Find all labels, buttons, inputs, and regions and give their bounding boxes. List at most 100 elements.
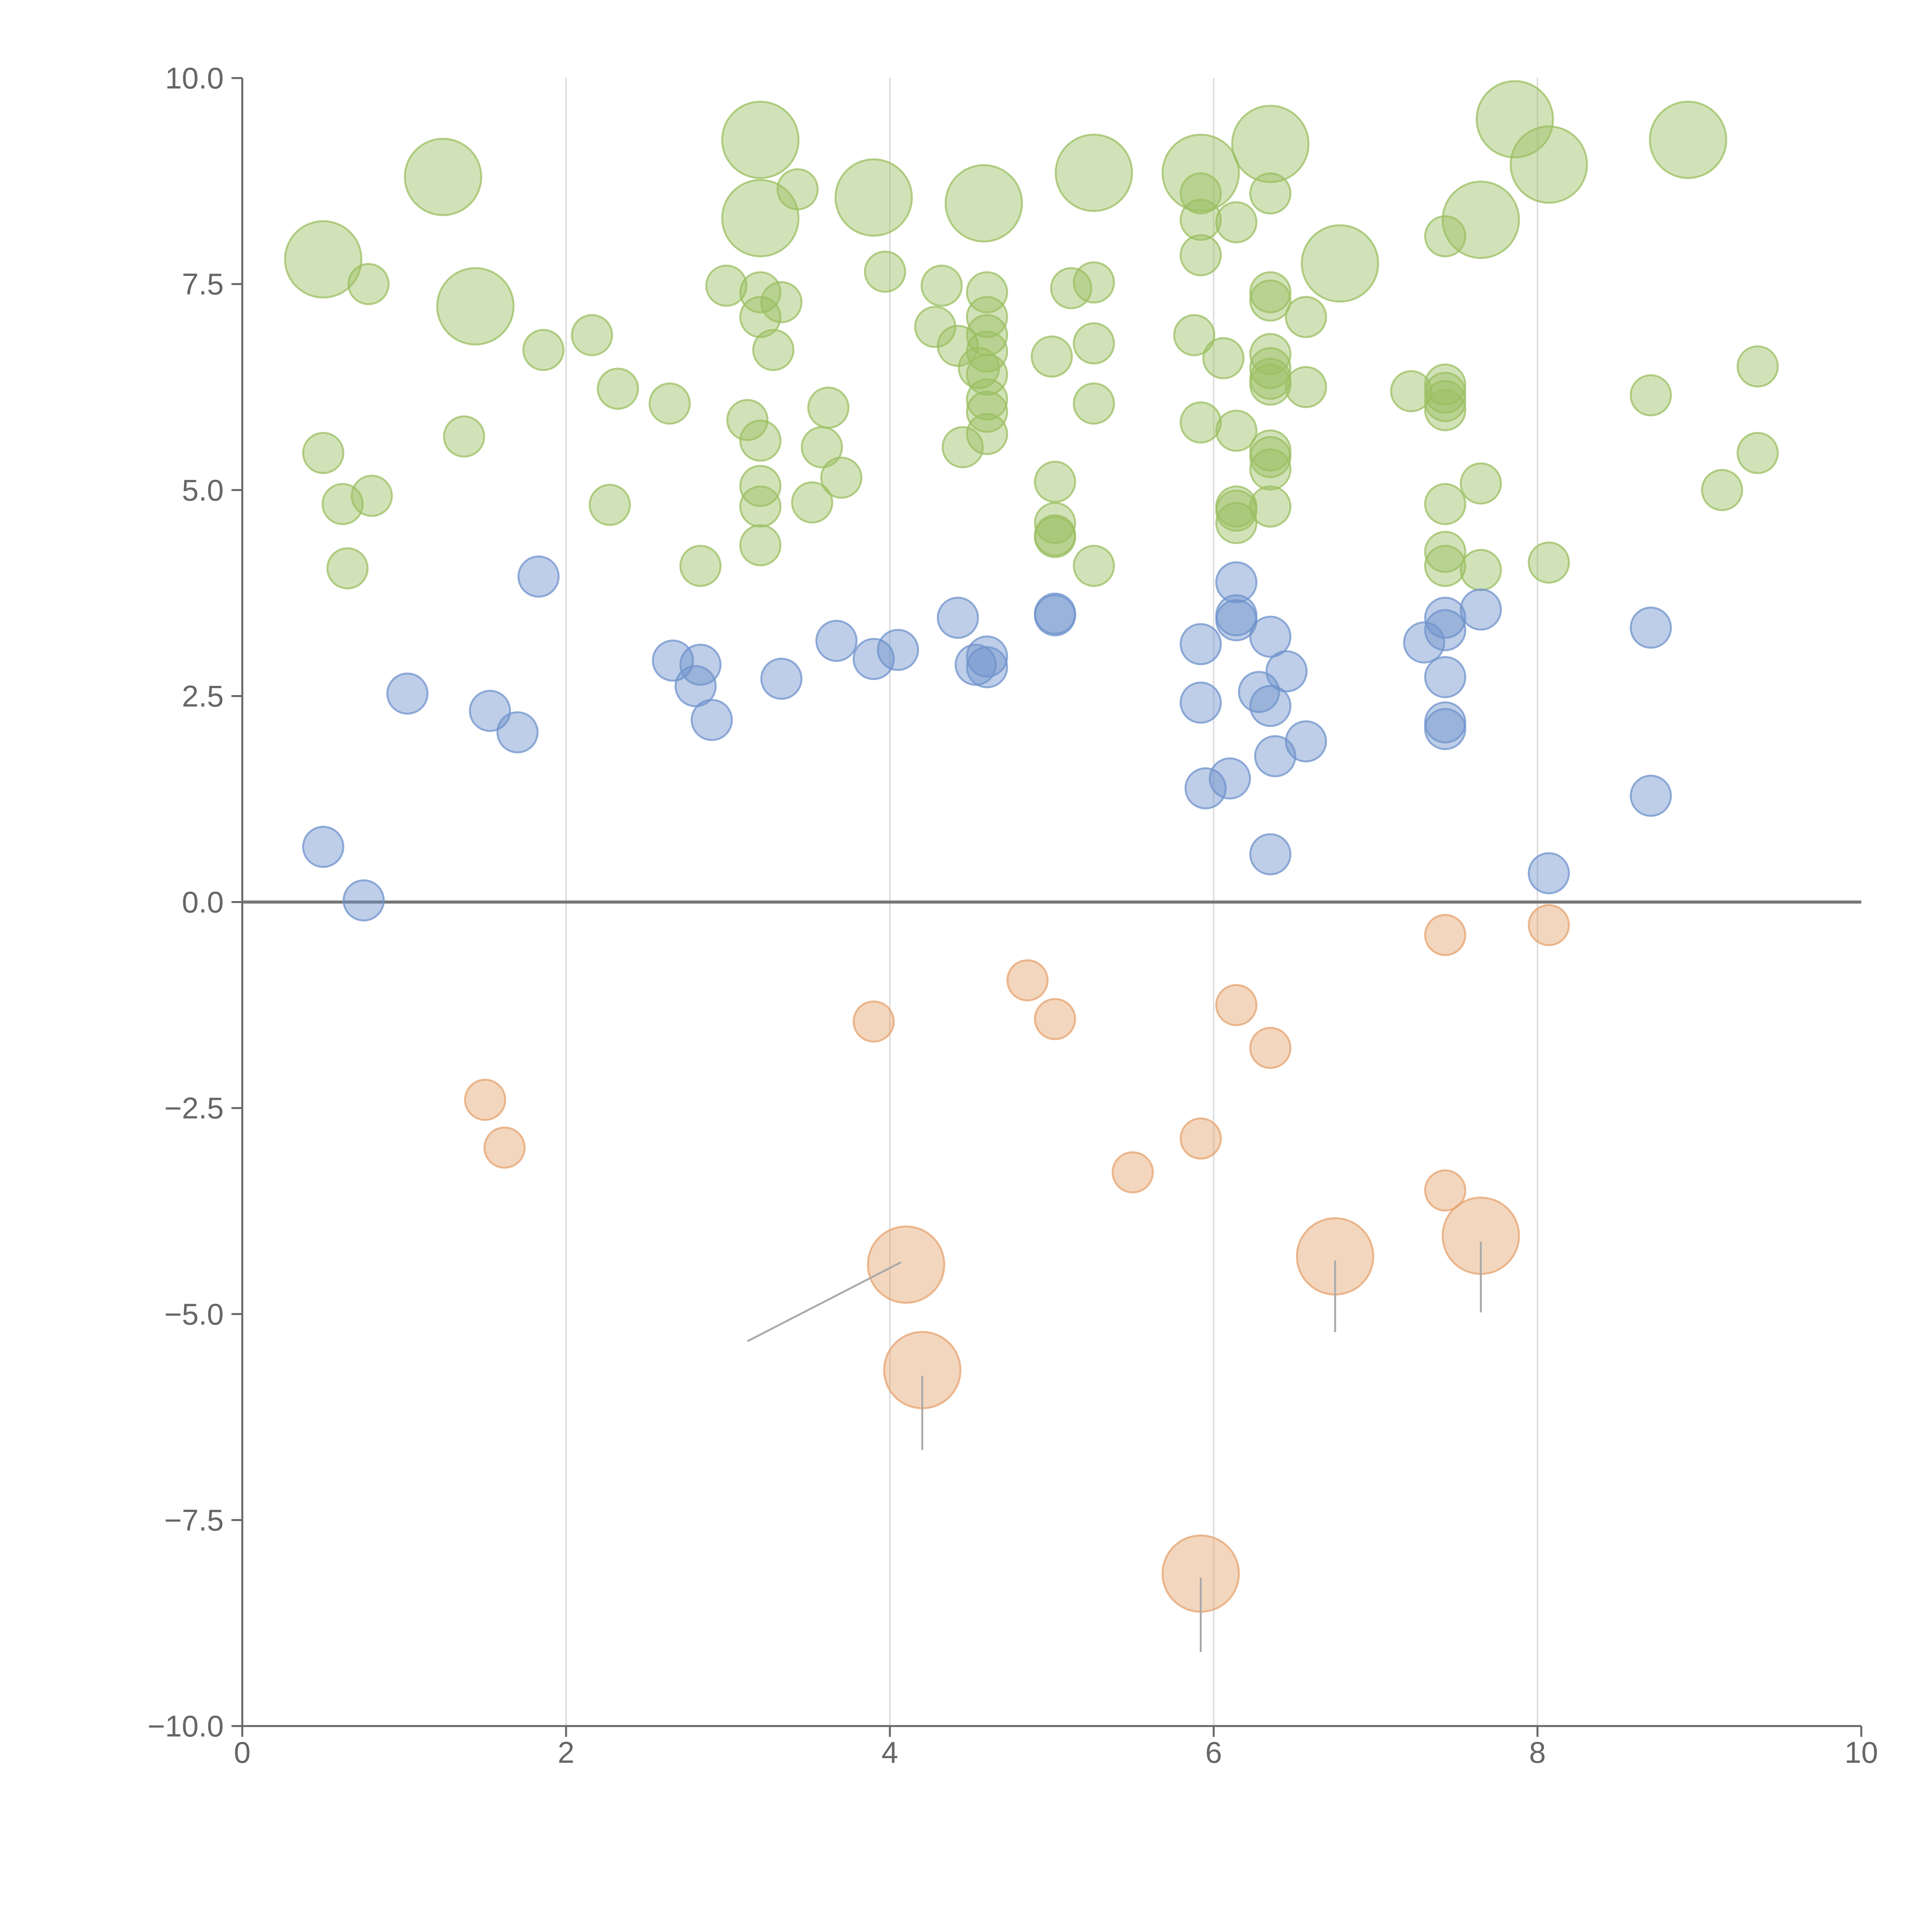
point-green — [1424, 544, 1466, 587]
point-green — [588, 484, 631, 526]
point-green — [914, 306, 956, 348]
point-blue — [1629, 774, 1672, 817]
point-green — [1459, 549, 1502, 591]
point-blue — [690, 699, 733, 741]
y-tick-label: 7.5 — [182, 267, 224, 301]
point-green — [1179, 401, 1222, 444]
point-green — [1215, 201, 1258, 243]
point-green — [1249, 279, 1292, 322]
point-green — [1073, 261, 1115, 304]
point-blue — [674, 665, 717, 707]
point-green — [791, 481, 833, 524]
point-blue — [1285, 720, 1327, 763]
point-green — [1179, 199, 1222, 241]
point-blue — [496, 711, 539, 753]
point-green — [739, 296, 782, 338]
point-green — [966, 330, 1008, 373]
point-blue — [1254, 735, 1296, 777]
y-tick-label: −2.5 — [164, 1091, 224, 1125]
point-green — [1301, 224, 1379, 303]
point-blue — [1459, 588, 1502, 631]
point-green — [1249, 172, 1292, 215]
point-green — [302, 432, 344, 474]
point-blue — [1424, 609, 1466, 651]
point-blue — [1209, 757, 1251, 800]
x-tick-label: 6 — [1205, 1735, 1222, 1769]
point-green — [597, 367, 639, 410]
point-orange — [1215, 984, 1258, 1026]
point-green — [1424, 389, 1466, 431]
point-green — [326, 547, 369, 590]
point-green — [284, 220, 362, 299]
leader-line — [747, 1261, 902, 1342]
point-green — [1459, 462, 1502, 505]
point-blue — [1265, 650, 1308, 692]
point-green — [705, 264, 748, 307]
point-blue — [1424, 597, 1466, 639]
point-blue — [1215, 561, 1258, 604]
point-green — [726, 399, 769, 441]
point-blue — [1424, 708, 1466, 750]
point-green — [1424, 531, 1466, 573]
point-green — [1285, 366, 1327, 408]
point-blue — [1215, 599, 1258, 641]
point-blue — [1179, 623, 1222, 665]
point-green — [1073, 544, 1115, 587]
point-green — [1249, 485, 1292, 528]
point-green — [1249, 436, 1292, 478]
y-tick-label: −5.0 — [164, 1297, 224, 1331]
point-blue — [966, 635, 1008, 678]
point-green — [679, 544, 722, 587]
point-blue — [1424, 656, 1466, 698]
point-orange — [1179, 1117, 1222, 1160]
point-orange — [1034, 998, 1076, 1040]
point-green — [1034, 461, 1076, 503]
point-orange — [867, 1225, 946, 1304]
point-orange — [1527, 904, 1570, 946]
point-green — [966, 354, 1008, 396]
point-green — [1527, 541, 1570, 584]
point-green — [864, 250, 906, 293]
point-green — [1510, 125, 1588, 204]
x-tick-label: 10 — [1845, 1735, 1878, 1769]
x-tick-label: 4 — [881, 1735, 898, 1769]
point-green — [404, 138, 482, 216]
point-blue — [1034, 594, 1076, 636]
point-blue — [852, 638, 895, 680]
point-blue — [760, 658, 803, 700]
y-tick-label: 0.0 — [182, 885, 224, 919]
point-blue — [1527, 852, 1570, 895]
point-green — [966, 413, 1008, 455]
point-green — [350, 474, 393, 517]
point-blue — [1403, 621, 1446, 664]
y-tick-label: 10.0 — [165, 61, 224, 95]
point-green — [1179, 234, 1222, 276]
point-green — [1424, 215, 1466, 257]
point-green — [347, 263, 390, 305]
point-green — [920, 264, 963, 307]
point-orange — [1249, 1027, 1292, 1069]
point-green — [1736, 345, 1779, 388]
point-green — [1649, 100, 1727, 179]
point-orange — [1006, 959, 1049, 1002]
point-green — [739, 271, 782, 313]
point-orange — [1424, 914, 1466, 956]
point-green — [1073, 382, 1115, 425]
point-blue — [517, 555, 560, 598]
point-orange — [1112, 1151, 1154, 1194]
point-orange — [464, 1078, 506, 1121]
point-green — [648, 382, 691, 425]
point-green — [1073, 322, 1115, 365]
point-orange — [852, 1000, 895, 1043]
point-green — [1424, 380, 1466, 422]
y-tick-label: −7.5 — [164, 1503, 224, 1537]
point-green — [1424, 483, 1466, 526]
point-blue — [679, 643, 722, 686]
point-green — [807, 386, 850, 429]
point-blue — [877, 629, 919, 671]
y-tick-label: −10.0 — [148, 1709, 224, 1743]
point-green — [1179, 172, 1222, 215]
point-green — [1034, 516, 1076, 558]
point-blue — [342, 879, 385, 922]
point-blue — [1249, 616, 1292, 658]
